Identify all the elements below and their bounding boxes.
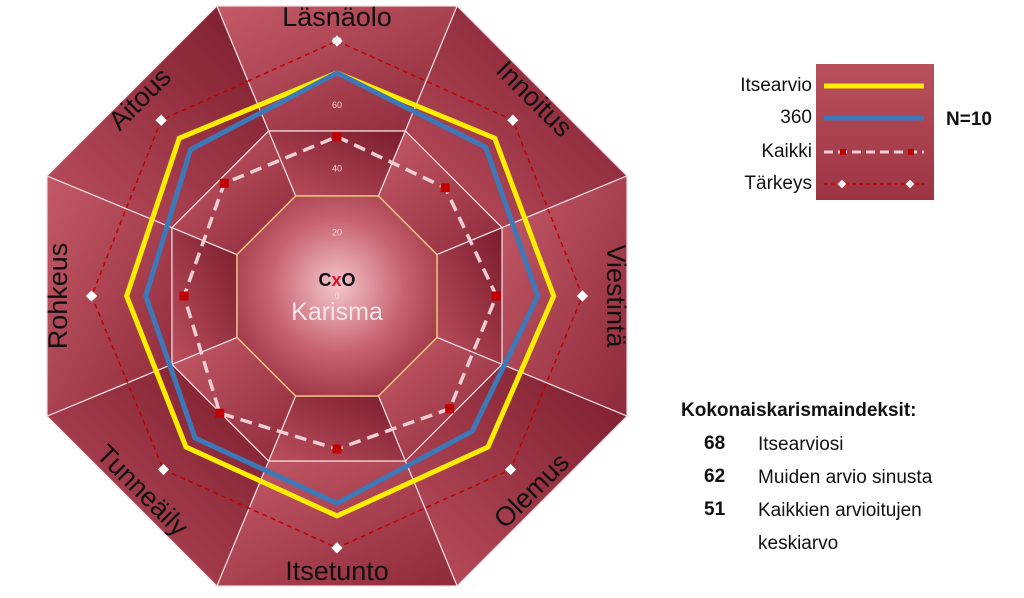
index-row-self: 68 Itsearviosi [704, 428, 844, 460]
axis-label: Itsetunto [285, 556, 389, 586]
index-label: Muiden arvio sinusta [758, 467, 933, 488]
radar-chart: 020406080CxOKarismaLäsnäoloInnoitusViest… [43, 2, 631, 588]
legend-line-360 [824, 115, 924, 121]
legend-line-itsearvio [824, 83, 924, 89]
series-point [332, 132, 342, 142]
series-point [576, 290, 589, 302]
series-point [331, 542, 343, 554]
series-point [504, 463, 517, 476]
axis-label: Viestintä [601, 244, 631, 348]
radar-tick-label: 40 [332, 164, 342, 174]
radar-tick-label: 0 [334, 291, 339, 301]
radar-tick-label: 60 [332, 100, 342, 110]
index-value: 68 [704, 433, 726, 454]
axis-label: Rohkeus [43, 243, 73, 350]
radar-center [236, 195, 438, 397]
axis-label: Läsnäolo [282, 2, 392, 32]
series-point [440, 183, 450, 193]
series-point [215, 408, 225, 418]
center-title: Karisma [291, 298, 383, 326]
series-point [219, 178, 229, 188]
indices-title: Kokonaiskarismaindeksit: [681, 400, 917, 421]
radar-background [45, 4, 629, 588]
series-point [179, 291, 189, 301]
legend-line-tarkeys [824, 179, 924, 189]
legend-label-kaikki: Kaikki [761, 141, 812, 162]
series-line-itsearvio [123, 70, 557, 519]
radar-series [85, 35, 589, 554]
index-row-all: 51 Kaikkien arvioitujen keskiarvo [704, 494, 922, 554]
center-logo: CxO [318, 270, 355, 290]
series-point [331, 35, 343, 47]
series-point [491, 291, 501, 301]
radar-tick-label: 20 [332, 227, 342, 237]
series-point [332, 444, 342, 454]
index-label: Itsearviosi [758, 434, 844, 455]
series-point [157, 463, 170, 476]
index-row-others: 62 Muiden arvio sinusta [704, 461, 932, 493]
index-value: 51 [704, 499, 726, 520]
sample-size-label: N=10 [946, 109, 992, 130]
legend-label-itsearvio: Itsearvio [740, 75, 812, 96]
legend-label-tarkeys: Tärkeys [744, 173, 812, 194]
index-value: 62 [704, 466, 726, 487]
series-point [445, 404, 455, 414]
legend-label-360: 360 [780, 107, 812, 128]
index-label: Kaikkien arvioitujen keskiarvo [758, 500, 922, 554]
legend-line-kaikki [824, 149, 924, 155]
radar-tick-label: 80 [332, 36, 342, 46]
series-line-360 [143, 70, 541, 506]
